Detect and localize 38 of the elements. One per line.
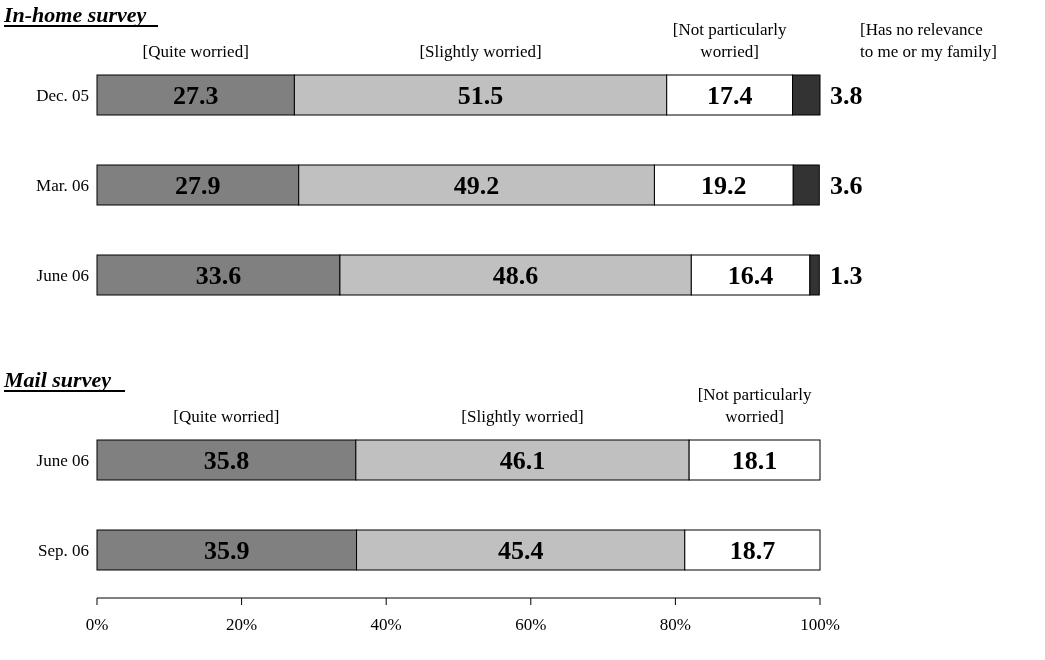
data-label: 18.7	[729, 536, 776, 566]
data-label: 46.1	[499, 446, 546, 476]
data-label: 16.4	[727, 261, 774, 291]
x-tick-label: 40%	[370, 615, 402, 634]
series-label: [Not particularly worried]	[697, 385, 812, 426]
data-label: 3.8	[830, 81, 863, 111]
y-tick-label: June 06	[36, 265, 89, 285]
y-tick-label: June 06	[36, 450, 89, 470]
x-tick-label: 0%	[85, 615, 109, 634]
data-label: 35.8	[203, 446, 250, 476]
data-label: 27.9	[175, 171, 221, 201]
series-label: [Quite worried]	[142, 42, 249, 61]
data-label: 35.9	[204, 536, 250, 566]
series-label: [Quite worried]	[173, 407, 280, 426]
x-tick-label: 80%	[659, 615, 691, 634]
x-tick-label: 20%	[226, 615, 258, 634]
data-label: 19.2	[701, 171, 747, 201]
series-label: [Slightly worried]	[419, 42, 542, 61]
y-tick-label: Dec. 05	[36, 85, 89, 105]
series-label: [Not particularly worried]	[672, 20, 787, 61]
data-label: 3.6	[830, 171, 863, 201]
data-label: 17.4	[706, 81, 753, 111]
text: [Has no relevance to me or my family]	[860, 20, 997, 61]
y-tick-label: Mar. 06	[36, 175, 89, 195]
x-tick-label: 100%	[800, 615, 840, 634]
series-label: [Slightly worried]	[461, 407, 584, 426]
x-tick-label: 60%	[515, 615, 547, 634]
data-label: 45.4	[497, 536, 544, 566]
chart-title: Mail survey	[3, 367, 112, 392]
data-label: 27.3	[172, 81, 219, 111]
data-label: 1.3	[830, 261, 863, 291]
chart-title: In-home survey	[3, 2, 147, 27]
data-label: 33.6	[195, 261, 242, 291]
data-label: 18.1	[731, 446, 778, 476]
data-label: 51.5	[457, 81, 504, 111]
y-tick-label: Sep. 06	[38, 540, 89, 560]
data-label: 48.6	[492, 261, 539, 291]
data-label: 49.2	[453, 171, 500, 201]
